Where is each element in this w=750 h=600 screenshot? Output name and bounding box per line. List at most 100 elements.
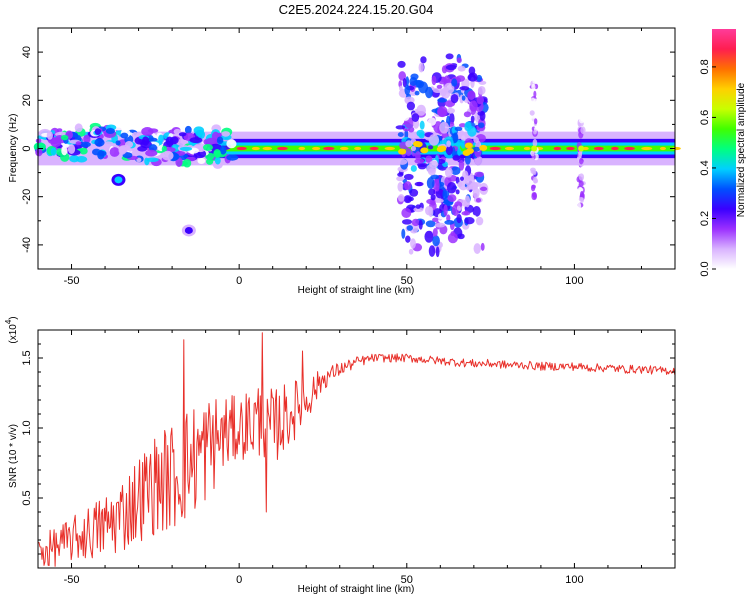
burst-blob	[403, 173, 414, 180]
band-peak	[262, 146, 273, 151]
burst-blob	[414, 181, 424, 187]
burst-blob	[427, 53, 434, 60]
burst-blob	[459, 86, 470, 91]
burst-blob	[428, 134, 440, 146]
burst-blob	[456, 213, 462, 224]
burst-blob	[461, 78, 470, 89]
burst-blob	[435, 246, 440, 258]
snr-y-tick-label: 1.5	[21, 350, 33, 365]
noise-blob	[189, 137, 203, 144]
burst-blob	[456, 57, 462, 64]
burst-blob	[470, 115, 475, 123]
noise-blob	[60, 152, 70, 162]
burst-blob	[397, 172, 404, 177]
burst-blob	[427, 117, 437, 126]
burst-blob	[395, 125, 406, 130]
noise-blob	[46, 131, 53, 140]
burst-blob	[452, 155, 461, 161]
burst-blob	[417, 163, 427, 170]
band-peak	[671, 146, 681, 151]
noise-blob	[35, 138, 42, 144]
burst-blob	[402, 78, 407, 88]
burst-blob	[419, 120, 425, 130]
noise-blob	[94, 128, 101, 135]
spike-blob	[531, 83, 536, 91]
x-tick-label: 50	[401, 275, 413, 287]
burst-blob	[420, 56, 427, 64]
noise-blob	[148, 144, 158, 152]
spike-blob	[529, 110, 535, 116]
burst-blob	[436, 84, 443, 89]
burst-blob	[429, 160, 439, 169]
burst-blob	[404, 84, 411, 96]
burst-blob	[464, 56, 469, 64]
svg-text:(x104): (x104)	[4, 316, 19, 343]
snr-x-tick-label: 0	[236, 574, 242, 586]
burst-blob	[457, 148, 462, 156]
spike-blob	[531, 157, 535, 163]
burst-blob	[399, 85, 403, 91]
burst-blob	[413, 206, 424, 213]
spike-blob	[531, 184, 536, 189]
noise-blob	[165, 136, 174, 146]
burst-blob	[437, 108, 447, 117]
noise-blob	[105, 128, 116, 135]
noise-blob	[137, 145, 148, 152]
noise-blob	[213, 149, 221, 158]
band-peak	[593, 146, 604, 151]
burst-blob	[397, 182, 404, 192]
noise-blob	[35, 148, 43, 157]
burst-blob	[401, 219, 413, 225]
burst-core	[438, 145, 447, 152]
snr-panel: -50 0 50 100 0.5 1.0 1.5 Height of straight li…	[4, 316, 676, 595]
colorbar-tick-label: 0.6	[699, 110, 711, 125]
spectrogram-panel: -50 0 50 100 -40 -20 0 20 40 Height of straight …	[8, 27, 681, 296]
y-tick-label: 20	[21, 94, 33, 106]
snr-xlabel: Height of straight line (km)	[298, 584, 415, 595]
burst-blob	[460, 139, 466, 149]
burst-blob	[425, 86, 433, 99]
noise-blob	[56, 128, 63, 133]
band-peak	[298, 146, 306, 151]
burst-blob	[408, 196, 414, 202]
noise-blob	[56, 148, 63, 156]
burst-blob	[459, 130, 464, 135]
spike-blob	[532, 78, 537, 84]
burst-blob	[464, 217, 475, 225]
noise-blob	[69, 155, 80, 163]
burst-blob	[461, 95, 466, 101]
burst-blob	[425, 220, 436, 228]
burst-blob	[464, 210, 469, 216]
spike-blob	[532, 169, 537, 175]
burst-blob	[479, 186, 488, 192]
band-peak	[236, 146, 247, 151]
burst-blob	[472, 146, 481, 152]
noise-blob	[94, 138, 105, 147]
burst-core	[479, 144, 488, 151]
burst-blob	[443, 204, 448, 217]
noise-blob	[109, 147, 120, 157]
noise-blob	[209, 143, 222, 152]
burst-blob	[415, 80, 425, 89]
noise-blob	[79, 141, 91, 148]
burst-blob	[418, 219, 423, 230]
snr-x-tick-label: 50	[401, 574, 413, 586]
spectrogram-heatmap	[33, 53, 681, 258]
noise-blob	[97, 150, 107, 157]
colorbar-tick-label: 0.8	[699, 59, 711, 74]
snr-series-line	[37, 332, 676, 567]
noise-blob	[146, 157, 159, 162]
colorbar-gradient	[712, 29, 736, 269]
colorbar-label: Normalized spectral amplitude	[736, 82, 747, 217]
burst-blob	[466, 185, 471, 191]
noise-blob	[145, 149, 158, 157]
burst-blob	[467, 126, 477, 137]
band-peak	[339, 146, 349, 151]
burst-blob	[405, 140, 413, 148]
burst-blob	[450, 93, 459, 104]
y-tick-label: -20	[21, 189, 33, 205]
burst-blob	[444, 167, 453, 178]
noise-blob	[118, 145, 127, 155]
noise-blob	[161, 145, 167, 153]
